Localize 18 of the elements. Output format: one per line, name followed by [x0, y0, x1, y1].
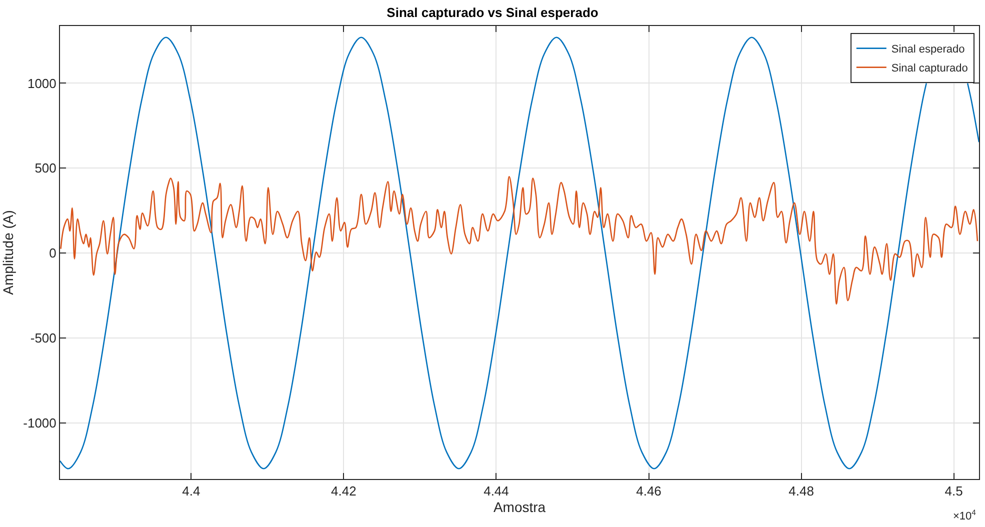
x-tick-label: 4.48 — [788, 484, 814, 499]
text: ×10$^{4}$ — [953, 508, 977, 523]
legend-label: Sinal capturado — [891, 62, 968, 75]
x-tick-label: 4.44 — [484, 484, 509, 499]
y-tick-label: 500 — [34, 160, 56, 176]
x-tick-label: 4.5 — [944, 484, 963, 499]
legend-label: Sinal esperado — [891, 44, 965, 56]
chart-title: Sinal capturado vs Sinal esperado — [386, 5, 598, 20]
x-tick-label: 4.46 — [636, 484, 662, 499]
y-tick-label: -1000 — [23, 415, 56, 430]
y-tick-label: -500 — [30, 330, 56, 346]
y-tick-label: 1000 — [27, 76, 56, 91]
y-tick-label: 0 — [49, 246, 56, 261]
line-series — [60, 176, 978, 305]
y-axis-title: Amplitude (A) — [0, 210, 16, 295]
x-tick-label: 4.42 — [331, 484, 356, 499]
x-axis-title: Amostra — [493, 498, 546, 515]
x-tick-label: 4.4 — [182, 484, 200, 499]
